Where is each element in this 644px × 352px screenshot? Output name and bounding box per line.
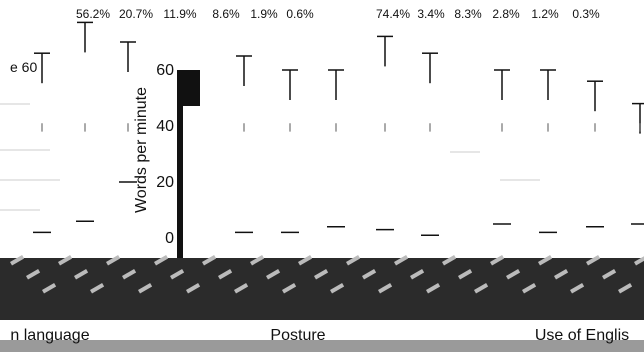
y-ticks: 0 20 40 60 [156,62,174,247]
y-tick-label: 0 [165,230,174,247]
strip-noise-mark [105,254,121,266]
strip-noise-mark [137,283,153,294]
percentage-label: 3.4% [417,7,445,21]
strip-noise-mark [314,269,329,280]
strip-noise-mark [122,269,137,280]
strip-noise-mark [266,269,281,280]
strip-noise-mark [346,254,361,266]
panel-2: Use of Englis 74.4% 3.4% 8.3% 2.8% 1.2% 0.3% [376,7,644,344]
percentage-label: 11.9% [163,7,196,21]
strip-noise-mark [330,282,345,294]
panels: n language 56.2% 20.7% 11.9% Posture 8.6% 1.9%… [0,7,644,344]
strip-noise-mark [634,255,644,266]
panel-title: Use of Englis [535,327,629,344]
left-panel-ytick-60: e 60 [10,59,37,75]
panel-0: n language 56.2% 20.7% 11.9% [10,7,196,344]
shaded-block [182,70,200,106]
panel-1: Posture 8.6% 1.9% 0.6% [212,7,345,344]
strip-noise-mark [217,269,233,280]
strip-noise-mark [394,254,409,266]
percentage-label: 0.6% [286,7,314,21]
strip-noise-mark [426,282,441,294]
percentage-label: 8.6% [212,7,240,21]
strip-noise-mark [90,282,105,294]
percentage-label: 1.9% [250,7,278,21]
y-tick-label: 60 [156,62,174,79]
percentage-label: 2.8% [492,7,520,21]
percentage-label: 74.4% [376,7,410,21]
percentage-label: 20.7% [119,7,153,21]
strip-noise-mark [42,282,57,294]
strip-noise-mark [522,282,537,294]
strip-noise-mark [378,282,393,294]
strip-noise-mark [506,269,521,280]
y-axis-label: Words per minute [133,87,150,213]
strip-noise-mark [362,269,377,280]
panel-title: n language [10,327,89,344]
strip-noise-mark [26,269,41,280]
strip-noise-mark [618,282,633,294]
strip-noise-mark [282,282,297,294]
strip-noise-mark [458,269,473,280]
y-tick-label: 20 [156,174,174,191]
strip-noise-mark [202,254,217,266]
strip-noise-mark [474,282,489,294]
strip-noise-mark [602,269,617,280]
strip-noise-mark [154,254,169,266]
strip-noise-mark [233,283,249,294]
strip-noise-mark [185,283,201,294]
strip-noise-mark [554,269,569,280]
strip-noise-mark [538,255,553,266]
strip-noise-mark [490,254,505,266]
percentage-label: 8.3% [454,7,482,21]
strip-noise-mark [9,254,25,266]
strip-noise-mark [250,254,265,266]
strip-noise-mark [74,269,89,280]
percentage-label: 0.3% [572,7,600,21]
y-tick-label: 40 [156,118,174,135]
percentage-label: 1.2% [531,7,559,21]
percentage-label: 56.2% [76,7,110,21]
strip-noise-mark [570,282,585,294]
panel-title: Posture [270,327,325,344]
strip-noise-mark [57,254,73,266]
label-strip [0,258,644,320]
strip-noise-mark [410,269,425,280]
footer-band [0,340,644,352]
strip-noise-mark [586,255,601,266]
strip-noise-mark [169,269,185,280]
label-strip-noise [9,254,644,294]
strip-noise-mark [442,254,457,266]
strip-noise-mark [298,254,313,266]
